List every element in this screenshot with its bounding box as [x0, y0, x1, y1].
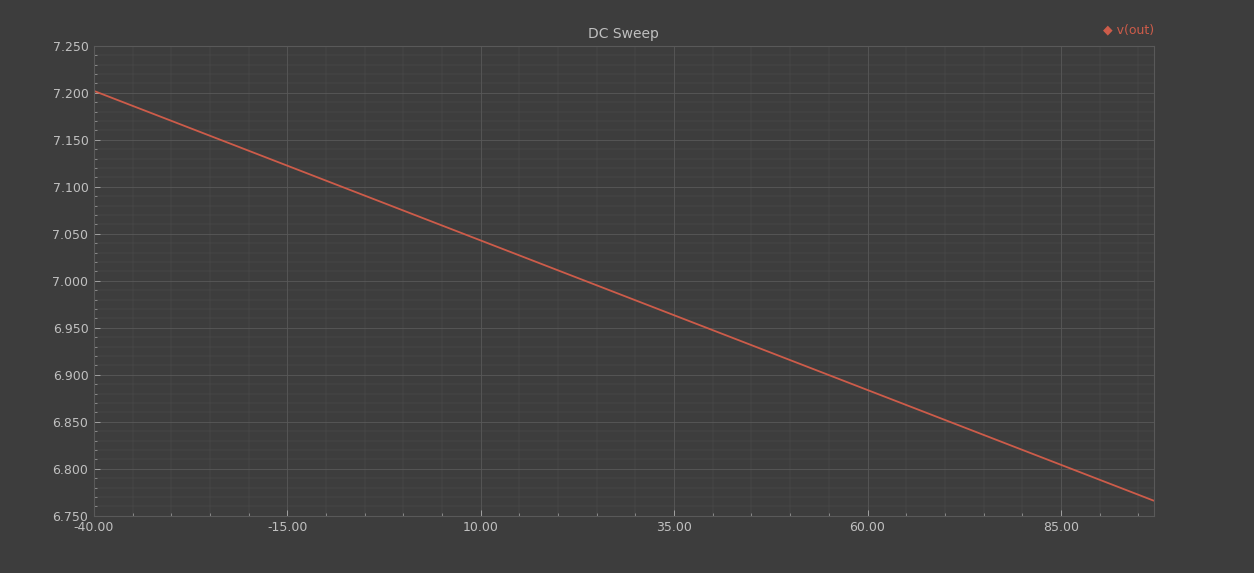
Text: ◆ v(out): ◆ v(out) [1102, 23, 1154, 37]
Title: DC Sweep: DC Sweep [588, 26, 660, 41]
